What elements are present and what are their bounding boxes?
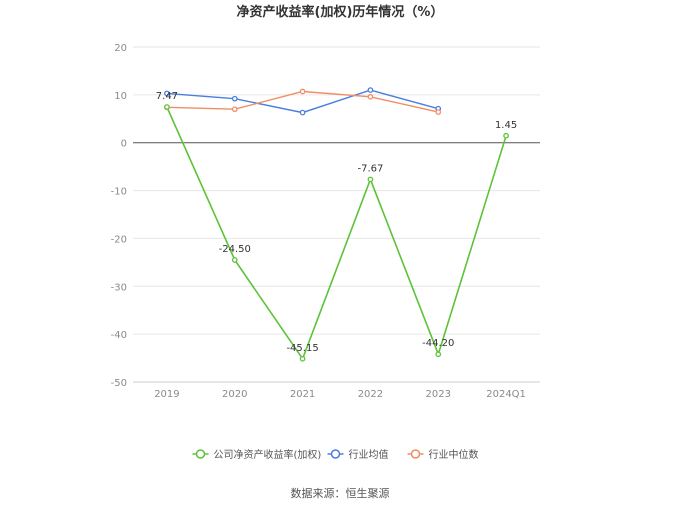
series-point-0	[164, 104, 170, 110]
series-point-0	[231, 257, 238, 263]
x-tick-label: 2021	[290, 389, 315, 400]
legend-item-2[interactable]: 行业中位数	[407, 448, 479, 461]
data-label: -44.20	[422, 338, 454, 349]
data-label: -45.15	[286, 343, 318, 354]
x-tick-label: 2024Q1	[486, 389, 526, 400]
series-point-2	[231, 106, 238, 113]
x-tick-label: 2020	[222, 389, 247, 400]
series-point-1	[231, 95, 238, 102]
y-tick-label: -10	[111, 187, 127, 198]
y-tick-label: -30	[111, 282, 127, 293]
data-label: -7.67	[357, 163, 383, 174]
grid-lines	[133, 46, 540, 383]
legend: 公司净资产收益率(加权) 行业均值 行业中位数	[192, 448, 479, 461]
legend-label: 行业均值	[349, 448, 389, 461]
data-label: -24.50	[219, 244, 251, 255]
source-note: 数据来源：恒生聚源	[291, 486, 390, 500]
x-axis: 2019 2020 2021 2022 2023 2024Q1	[133, 381, 540, 400]
series-point-1	[367, 87, 374, 93]
y-tick-label: -50	[111, 378, 127, 389]
series-point-0	[435, 351, 442, 358]
legend-swatch-marker	[330, 449, 341, 459]
y-tick-label: 10	[114, 91, 127, 102]
y-tick-label: -20	[111, 234, 127, 245]
series-point-2	[367, 93, 374, 100]
y-tick-label: 20	[114, 43, 127, 54]
x-tick-label: 2022	[358, 389, 383, 400]
x-tick-label: 2019	[154, 389, 179, 400]
series-point-0	[503, 132, 509, 139]
legend-label: 行业中位数	[429, 448, 479, 461]
y-tick-label: 0	[121, 139, 127, 150]
chart-title: 净资产收益率(加权)历年情况（%）	[237, 4, 444, 20]
data-label: 1.45	[495, 120, 517, 131]
series-point-0	[299, 355, 306, 362]
legend-item-0[interactable]: 公司净资产收益率(加权)	[192, 448, 322, 461]
y-tick-label: -40	[111, 330, 127, 341]
series-point-1	[299, 109, 306, 116]
x-tick-label: 2023	[426, 389, 451, 400]
y-axis-ticks: 20 10 0 -10 -20 -30 -40 -50	[111, 43, 127, 389]
series-point-0	[367, 176, 374, 183]
legend-swatch-marker	[410, 449, 421, 459]
data-labels: 7.47 -24.50 -45.15 -7.67 -44.20 1.45	[156, 91, 517, 354]
series-point-2	[435, 109, 442, 115]
series-points	[164, 87, 509, 362]
series-lines	[166, 89, 507, 361]
data-label: 7.47	[156, 91, 178, 102]
legend-label: 公司净资产收益率(加权)	[214, 448, 322, 461]
series-point-2	[299, 88, 306, 95]
legend-swatch-marker	[195, 449, 206, 459]
series-line-0	[166, 106, 507, 361]
series-point-1	[164, 90, 170, 97]
legend-item-1[interactable]: 行业均值	[327, 448, 389, 461]
